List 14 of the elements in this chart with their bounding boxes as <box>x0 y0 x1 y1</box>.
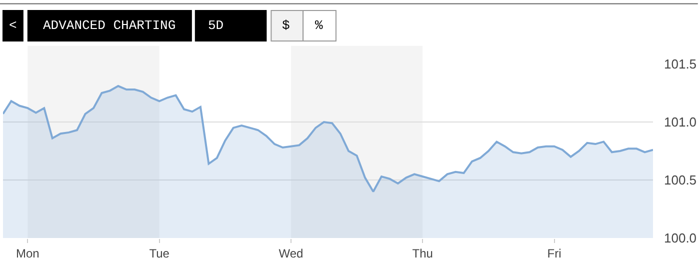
x-tick-label: Wed <box>278 246 304 260</box>
text: % <box>315 18 323 33</box>
y-tick-label: 100.5 <box>664 172 697 188</box>
x-tick-label: Thu <box>412 246 433 260</box>
text: 5D <box>208 18 224 33</box>
x-tick-label: Fri <box>547 246 562 260</box>
y-tick-label: 101.5 <box>664 56 697 72</box>
x-tick-label: Mon <box>16 246 40 260</box>
text: < <box>9 18 17 33</box>
y-tick-label: 101.0 <box>664 114 697 130</box>
x-tick-label: Tue <box>149 246 170 260</box>
y-tick-label: 100.0 <box>664 230 697 246</box>
text: ADVANCED CHARTING <box>43 18 176 33</box>
text: $ <box>282 18 290 33</box>
